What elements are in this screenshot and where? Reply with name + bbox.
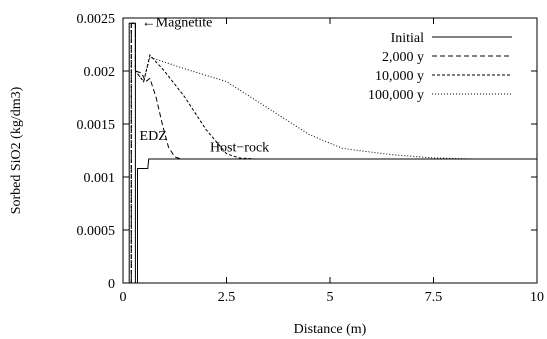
x-axis-title: Distance (m) [294, 322, 367, 337]
y-tick-label: 0.001 [84, 171, 116, 186]
y-tick-label: 0.0015 [77, 118, 116, 133]
tick-group: 0 2.5 5 7.5 10 0 0.0005 0.001 0.0015 0.002 0.0025 [77, 12, 545, 305]
series-line-3 [130, 22, 537, 283]
series-line-2 [130, 22, 537, 283]
legend-label: 10,000 y [375, 69, 424, 84]
annotation-host-rock: Host−rock [210, 141, 269, 156]
legend-label: Initial [391, 31, 425, 46]
legend: Initial 2,000 y 10,000 y 100,000 y [368, 31, 512, 103]
annotation-magnetite: ←Magnetite [142, 15, 213, 30]
y-tick-label: 0.0005 [77, 224, 116, 239]
y-tick-label: 0 [108, 277, 115, 292]
x-tick-label: 0 [120, 290, 127, 305]
x-tick-label: 5 [327, 290, 334, 305]
annotation-edz: EDZ [140, 129, 167, 144]
series-line-1 [130, 22, 537, 283]
y-axis-title: Sorbed SiO2 (kg/dm3) [9, 86, 24, 214]
plot-frame-group [122, 17, 538, 284]
x-tick-label: 10 [530, 290, 544, 305]
x-tick-label: 7.5 [425, 290, 443, 305]
y-tick-label: 0.002 [84, 65, 116, 80]
series-line-0 [128, 22, 537, 284]
annotation-group: ←Magnetite EDZ Host−rock [140, 15, 270, 155]
x-tick-label: 2.5 [218, 290, 236, 305]
series-group [128, 22, 537, 284]
legend-label: 100,000 y [368, 88, 424, 103]
legend-label: 2,000 y [382, 50, 424, 65]
plot-frame [122, 17, 538, 284]
y-tick-label: 0.0025 [77, 12, 116, 27]
